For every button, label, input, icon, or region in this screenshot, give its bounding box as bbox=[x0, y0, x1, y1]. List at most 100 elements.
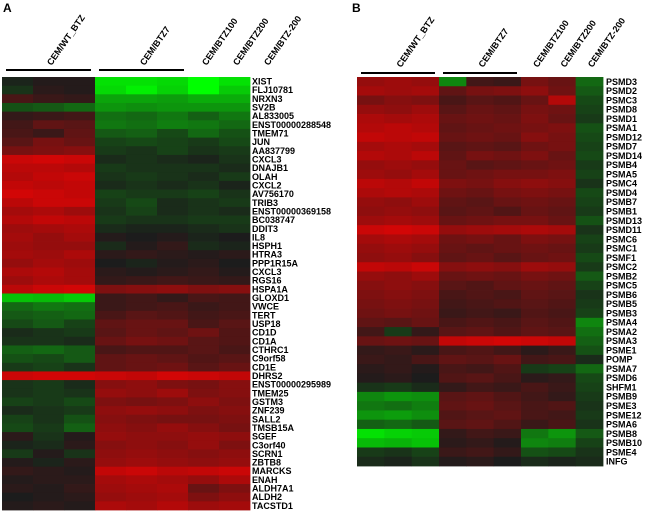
heatmap-cell bbox=[126, 345, 158, 355]
heatmap-cell bbox=[411, 86, 440, 96]
heatmap-cell bbox=[439, 114, 467, 124]
heatmap-cell bbox=[33, 241, 65, 251]
heatmap-cell bbox=[357, 410, 385, 421]
heatmap-cell bbox=[357, 104, 385, 115]
heatmap-cell bbox=[493, 364, 522, 374]
heatmap-cell bbox=[157, 284, 189, 294]
heatmap-cell bbox=[439, 308, 467, 319]
gene-label: GLOXD1 bbox=[252, 293, 289, 303]
heatmap-cell bbox=[126, 163, 158, 173]
gene-label: TACSTD1 bbox=[252, 501, 293, 511]
gene-label: C9orf58 bbox=[252, 354, 286, 364]
heatmap-cell bbox=[2, 336, 34, 346]
heatmap-cell bbox=[33, 302, 65, 312]
heatmap-cell bbox=[95, 484, 127, 494]
heatmap-cell bbox=[95, 232, 127, 242]
heatmap-cell bbox=[411, 447, 440, 458]
heatmap-cell bbox=[188, 189, 220, 199]
heatmap-cell bbox=[219, 146, 251, 156]
heatmap-cell bbox=[493, 114, 522, 124]
heatmap-cell bbox=[219, 414, 251, 424]
heatmap-cell bbox=[439, 178, 467, 189]
heatmap-cell bbox=[384, 447, 413, 458]
heatmap-cell bbox=[439, 336, 467, 346]
heatmap-cell bbox=[466, 336, 495, 346]
gene-label: BC038747 bbox=[252, 215, 295, 225]
heatmap-cell bbox=[384, 290, 413, 300]
heatmap-cell bbox=[2, 267, 34, 277]
heatmap-cell bbox=[548, 206, 577, 217]
heatmap-cell bbox=[64, 128, 96, 139]
heatmap-cell bbox=[219, 163, 251, 173]
heatmap-cell bbox=[466, 327, 495, 337]
heatmap-cell bbox=[493, 410, 522, 421]
heatmap-cell bbox=[575, 225, 604, 235]
heatmap-cell bbox=[521, 86, 549, 96]
heatmap-cell bbox=[157, 319, 189, 329]
gene-label: USP18 bbox=[252, 319, 281, 329]
heatmap-cell bbox=[466, 197, 495, 208]
heatmap-cell bbox=[521, 262, 549, 272]
heatmap-cell bbox=[219, 449, 251, 459]
heatmap-cell bbox=[157, 154, 189, 164]
heatmap-cell bbox=[493, 104, 522, 115]
heatmap-cell bbox=[411, 336, 440, 346]
heatmap-cell bbox=[411, 438, 440, 448]
gene-label: AV756170 bbox=[252, 189, 294, 199]
heatmap-cell bbox=[95, 163, 127, 173]
heatmap-cell bbox=[575, 280, 604, 291]
heatmap-cell bbox=[384, 215, 413, 226]
heatmap-cell bbox=[33, 466, 65, 476]
heatmap-cell bbox=[219, 189, 251, 199]
heatmap-cell bbox=[439, 447, 467, 458]
heatmap-cell bbox=[33, 172, 65, 182]
heatmap-cell bbox=[493, 234, 522, 245]
heatmap-cell bbox=[548, 114, 577, 124]
heatmap-cell bbox=[548, 364, 577, 374]
heatmap-cell bbox=[575, 391, 604, 402]
heatmap-cell bbox=[95, 397, 127, 407]
heatmap-cell bbox=[439, 428, 467, 439]
heatmap-cell bbox=[33, 371, 65, 381]
heatmap-cell bbox=[439, 410, 467, 421]
gene-label: ENST00000369158 bbox=[252, 206, 331, 216]
heatmap-cell bbox=[188, 111, 220, 121]
heatmap-cell bbox=[384, 336, 413, 346]
heatmap-cell bbox=[521, 382, 549, 393]
heatmap-cell bbox=[64, 85, 96, 95]
heatmap-cell bbox=[33, 414, 65, 424]
heatmap-cell bbox=[188, 258, 220, 268]
heatmap-cell bbox=[33, 501, 65, 511]
heatmap-cell bbox=[64, 258, 96, 268]
heatmap-cell bbox=[493, 345, 522, 356]
heatmap-cell bbox=[521, 104, 549, 115]
heatmap-cell bbox=[357, 151, 385, 161]
heatmap-cell bbox=[493, 428, 522, 439]
heatmap-cell bbox=[439, 299, 467, 309]
heatmap-cell bbox=[466, 206, 495, 217]
panel-a-heatmap-cells bbox=[2, 77, 251, 511]
heatmap-cell bbox=[357, 86, 385, 96]
heatmap-cell bbox=[411, 382, 440, 393]
heatmap-cell bbox=[466, 114, 495, 124]
panel-a-gene-labels: XISTFLJ10781NRXN3SV2BAL833005ENST0000028… bbox=[252, 77, 331, 511]
heatmap-cell bbox=[2, 371, 34, 381]
heatmap-cell bbox=[188, 224, 220, 234]
heatmap-cell bbox=[384, 410, 413, 421]
heatmap-cell bbox=[548, 345, 577, 356]
heatmap-cell bbox=[439, 123, 467, 133]
heatmap-cell bbox=[95, 154, 127, 164]
heatmap-cell bbox=[575, 114, 604, 124]
heatmap-cell bbox=[95, 180, 127, 190]
heatmap-cell bbox=[439, 345, 467, 356]
heatmap-cell bbox=[411, 401, 440, 411]
gene-label: PSMD7 bbox=[606, 142, 637, 152]
heatmap-cell bbox=[157, 198, 189, 208]
heatmap-cell bbox=[33, 180, 65, 190]
gene-label: SHFM1 bbox=[606, 382, 637, 392]
gene-label: ALDH7A1 bbox=[252, 484, 294, 494]
heatmap-cell bbox=[2, 241, 34, 251]
heatmap-cell bbox=[2, 276, 34, 286]
heatmap-cell bbox=[2, 388, 34, 398]
